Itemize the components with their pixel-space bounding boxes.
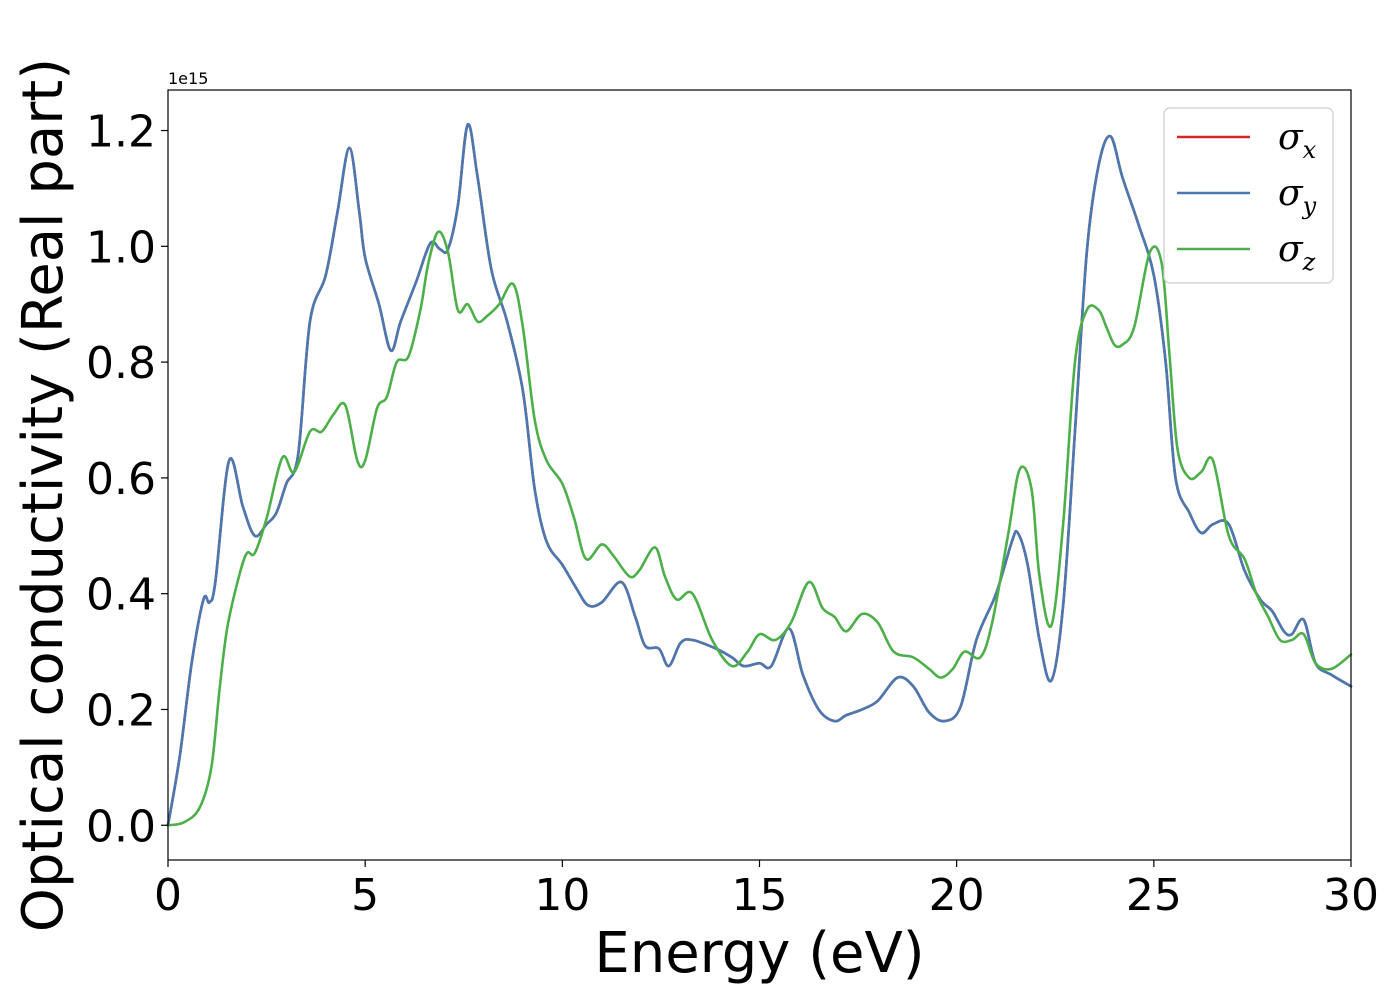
y-tick-label: 0.4 (86, 570, 156, 621)
y-axis-ticks: 0.0 0.2 0.4 0.6 0.8 1.0 1.2 (86, 107, 168, 852)
legend-label-x: σx (1278, 117, 1317, 164)
x-tick-label: 30 (1323, 870, 1379, 921)
x-axis-ticks: 0 5 10 15 20 25 30 (154, 860, 1379, 921)
series-line-z (166, 230, 1353, 827)
y-tick-label: 0.0 (86, 801, 156, 852)
legend-label-z: σz (1278, 229, 1316, 276)
series-lines (166, 123, 1353, 827)
x-tick-label: 25 (1126, 870, 1182, 921)
y-tick-label: 0.8 (86, 338, 156, 389)
x-tick-label: 15 (732, 870, 788, 921)
y-axis-label: Optical conductivity (Real part) (11, 58, 76, 932)
y-tick-label: 1.0 (86, 222, 156, 273)
y-tick-label: 0.2 (86, 685, 156, 736)
x-tick-label: 5 (351, 870, 379, 921)
y-tick-label: 0.6 (86, 454, 156, 505)
legend-label-y: σy (1278, 173, 1317, 220)
x-tick-label: 10 (534, 870, 590, 921)
x-tick-label: 0 (154, 870, 182, 921)
y-tick-label: 1.2 (86, 107, 156, 158)
series-line-y (166, 123, 1353, 827)
y-offset-label: 1e15 (168, 69, 208, 88)
x-axis-label: Energy (eV) (594, 921, 924, 986)
legend: σx σy σz (1163, 107, 1334, 284)
x-tick-label: 20 (929, 870, 985, 921)
legend-box (1163, 107, 1334, 284)
